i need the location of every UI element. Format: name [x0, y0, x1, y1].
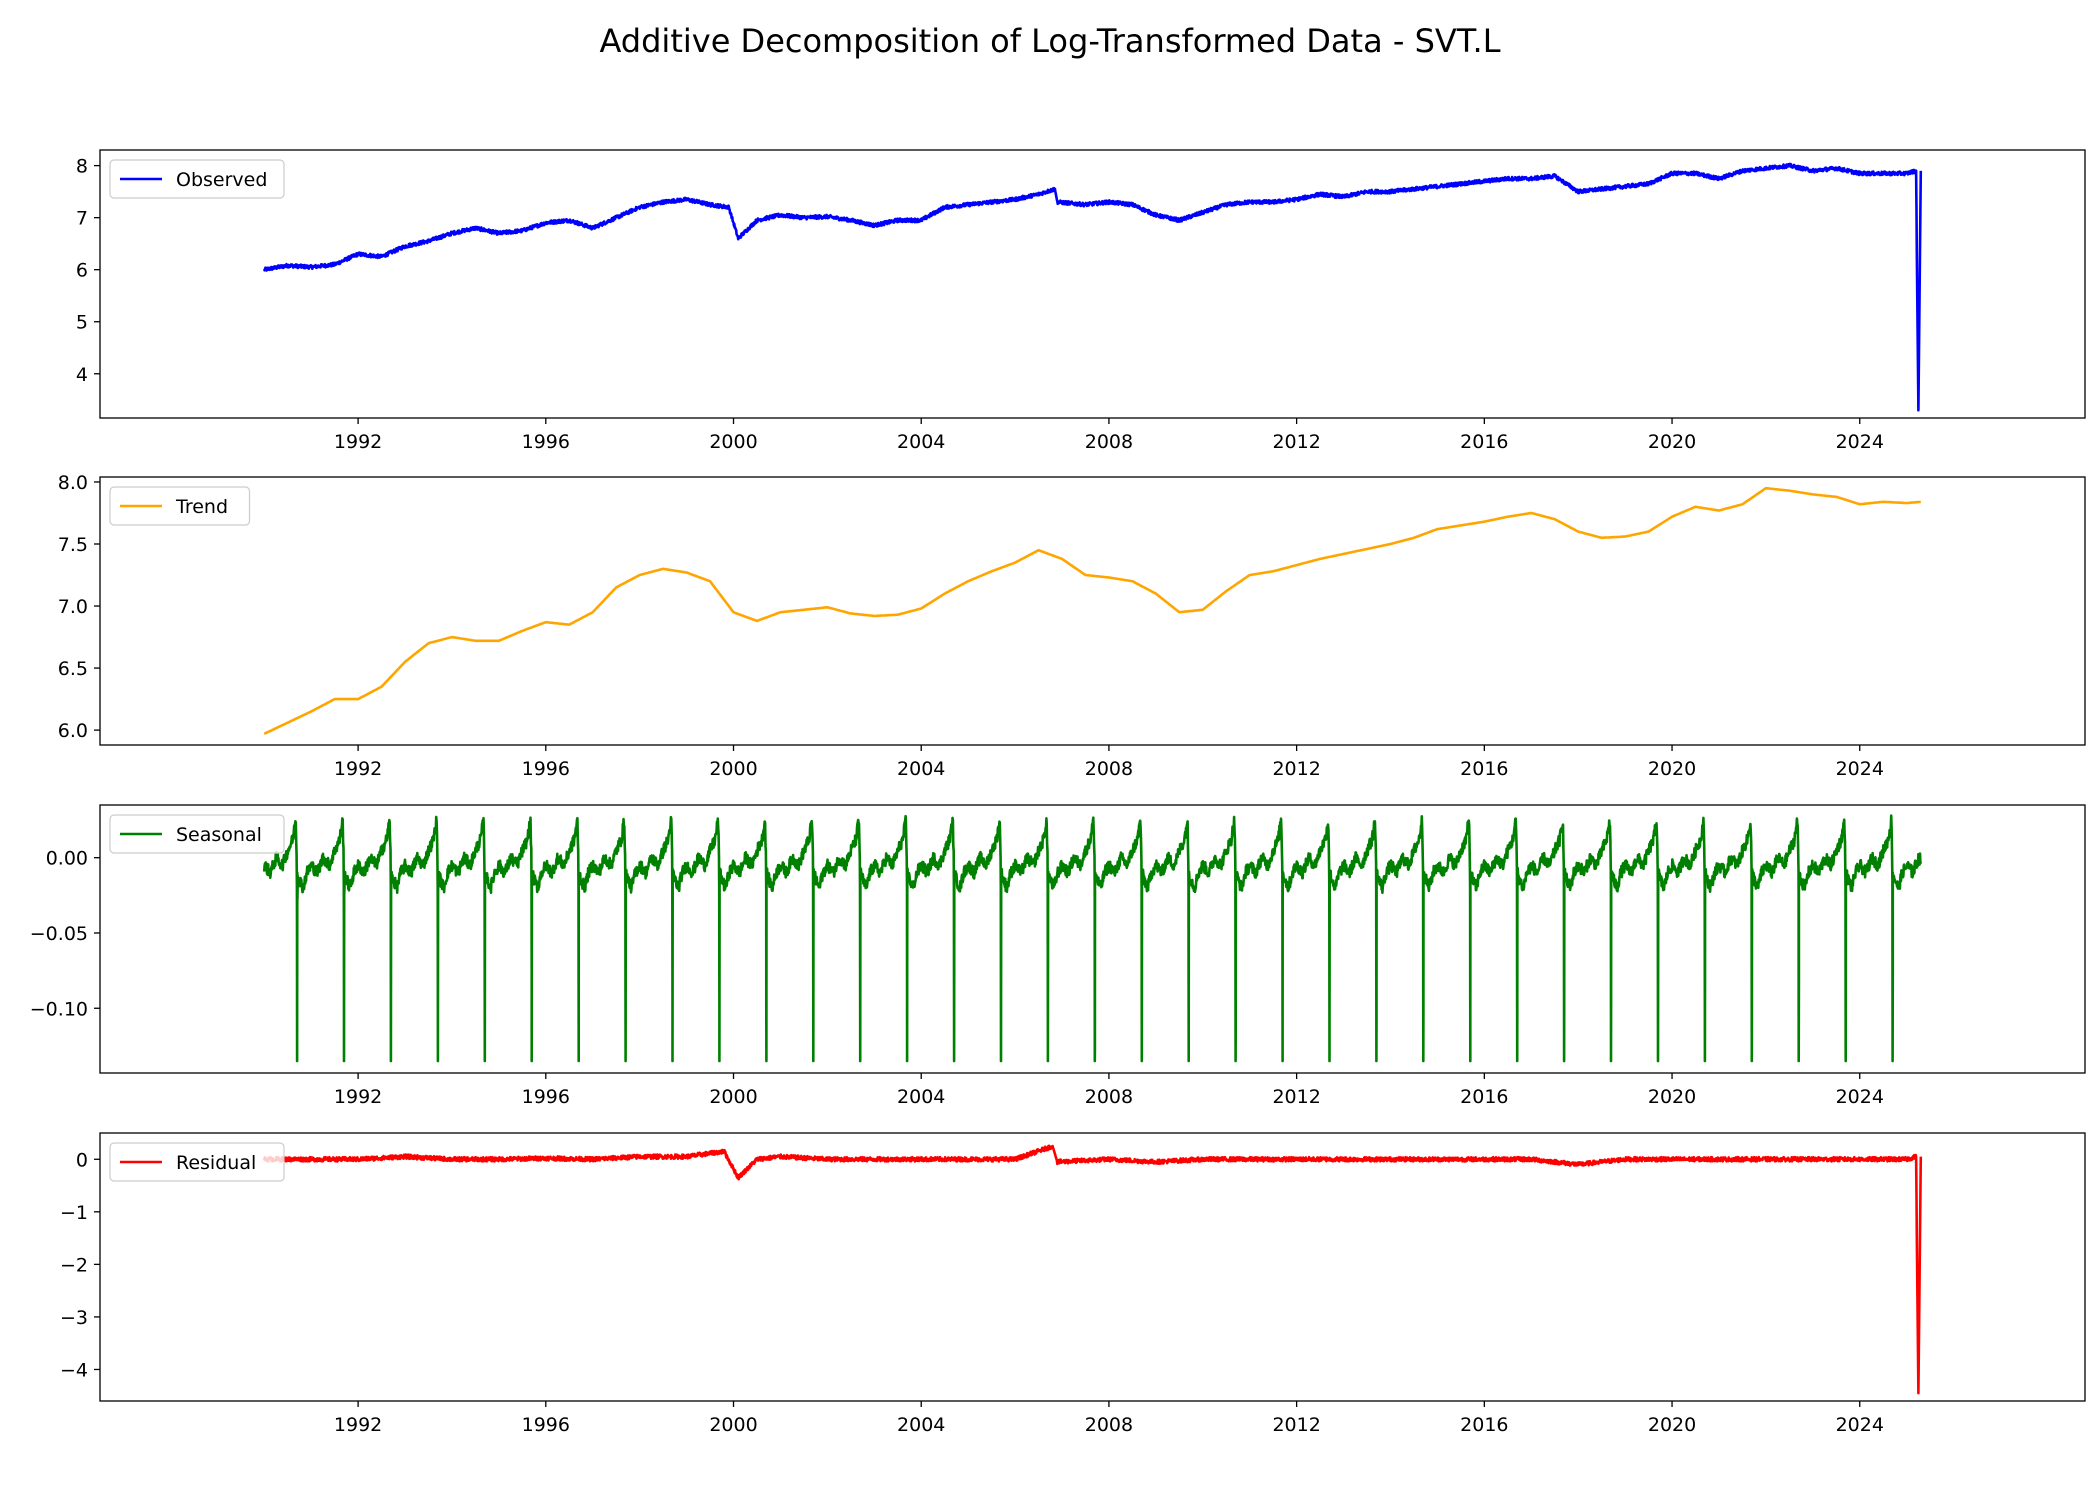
panel-trend: 6.0 6.5 7.0 7.5 8.0 1992 1996 2000 2004 2008 2012 2… — [58, 472, 2086, 780]
x-tick-label: 2012 — [1272, 1086, 1320, 1108]
panel-observed: 4 5 6 7 8 1992 1996 2000 2004 2008 2012 2016 2020 202… — [76, 149, 2086, 453]
x-tick-label: 2008 — [1085, 431, 1133, 453]
x-tick-label: 2024 — [1836, 431, 1884, 453]
x-tick-label: 2004 — [897, 1414, 945, 1436]
legend-box — [109, 1142, 285, 1182]
axes-frame — [99, 476, 2086, 746]
legend-box — [109, 159, 285, 199]
panel-residual: −4 −3 −2 −1 0 1992 1996 2000 2004 2008 2012 2016 202… — [60, 1132, 2086, 1436]
x-tick-label: 2012 — [1272, 758, 1320, 780]
y-tick-label: 7.5 — [58, 534, 88, 556]
x-tick-label: 1996 — [522, 1086, 570, 1108]
x-tick-label: 1992 — [334, 1414, 382, 1436]
y-tick-label: −0.10 — [30, 998, 88, 1020]
x-tick-label: 1992 — [334, 758, 382, 780]
legend-box — [109, 814, 285, 854]
y-tick-label: −1 — [60, 1202, 88, 1224]
x-tick-label: 2008 — [1085, 1086, 1133, 1108]
x-tick-label: 1992 — [334, 431, 382, 453]
x-tick-label: 2020 — [1648, 758, 1696, 780]
x-tick-label: 1996 — [522, 431, 570, 453]
axes-frame — [99, 1132, 2086, 1402]
x-tick-label: 2000 — [709, 431, 757, 453]
x-tick-label: 2020 — [1648, 1086, 1696, 1108]
x-tick-label: 2008 — [1085, 758, 1133, 780]
x-tick-label: 2024 — [1836, 1086, 1884, 1108]
y-tick-label: −2 — [60, 1254, 88, 1276]
y-tick-label: −4 — [60, 1359, 88, 1381]
y-tick-label: 7.0 — [58, 596, 88, 618]
axes-frame — [99, 804, 2086, 1074]
series-line-seasonal — [262, 814, 1923, 1063]
x-tick-label: 2016 — [1460, 1086, 1508, 1108]
x-tick-label: 2008 — [1085, 1414, 1133, 1436]
legend-label: Observed — [176, 169, 267, 191]
x-tick-label: 2016 — [1460, 431, 1508, 453]
y-tick-label: −0.05 — [30, 923, 88, 945]
x-tick-label: 2024 — [1836, 1414, 1884, 1436]
series-line-observed — [262, 162, 1923, 412]
x-tick-label: 1992 — [334, 1086, 382, 1108]
y-tick-label: 0 — [76, 1149, 88, 1171]
x-tick-label: 2012 — [1272, 1414, 1320, 1436]
x-tick-label: 2000 — [709, 1086, 757, 1108]
y-tick-label: 6 — [76, 260, 88, 282]
y-tick-label: 8.0 — [58, 472, 88, 494]
x-tick-label: 2016 — [1460, 1414, 1508, 1436]
y-tick-label: 6.5 — [58, 658, 88, 680]
x-tick-label: 2004 — [897, 1086, 945, 1108]
x-tick-label: 1996 — [522, 758, 570, 780]
legend-label: Trend — [175, 496, 228, 518]
panel-seasonal: −0.10 −0.05 0.00 1992 1996 2000 2004 2008 2012 20… — [30, 804, 2086, 1108]
x-tick-label: 2004 — [897, 431, 945, 453]
y-tick-label: 0.00 — [46, 848, 88, 870]
x-tick-label: 2012 — [1272, 431, 1320, 453]
series-line-trend — [263, 486, 1921, 735]
x-tick-label: 2020 — [1648, 1414, 1696, 1436]
x-tick-label: 2000 — [709, 758, 757, 780]
series-line-residual — [262, 1144, 1923, 1395]
axes-frame — [99, 149, 2086, 419]
y-tick-label: 4 — [76, 364, 88, 386]
x-tick-label: 2004 — [897, 758, 945, 780]
chart-title: Additive Decomposition of Log-Transforme… — [599, 22, 1501, 60]
y-tick-label: 5 — [76, 312, 88, 334]
x-tick-label: 2016 — [1460, 758, 1508, 780]
x-tick-label: 2024 — [1836, 758, 1884, 780]
x-tick-label: 1996 — [522, 1414, 570, 1436]
y-tick-label: 6.0 — [58, 720, 88, 742]
y-tick-label: 8 — [76, 156, 88, 178]
legend-box — [109, 486, 251, 526]
y-tick-label: 7 — [76, 208, 88, 230]
x-tick-label: 2020 — [1648, 431, 1696, 453]
x-tick-label: 2000 — [709, 1414, 757, 1436]
legend-label: Residual — [176, 1152, 256, 1174]
legend-label: Seasonal — [176, 824, 262, 846]
y-tick-label: −3 — [60, 1307, 88, 1329]
